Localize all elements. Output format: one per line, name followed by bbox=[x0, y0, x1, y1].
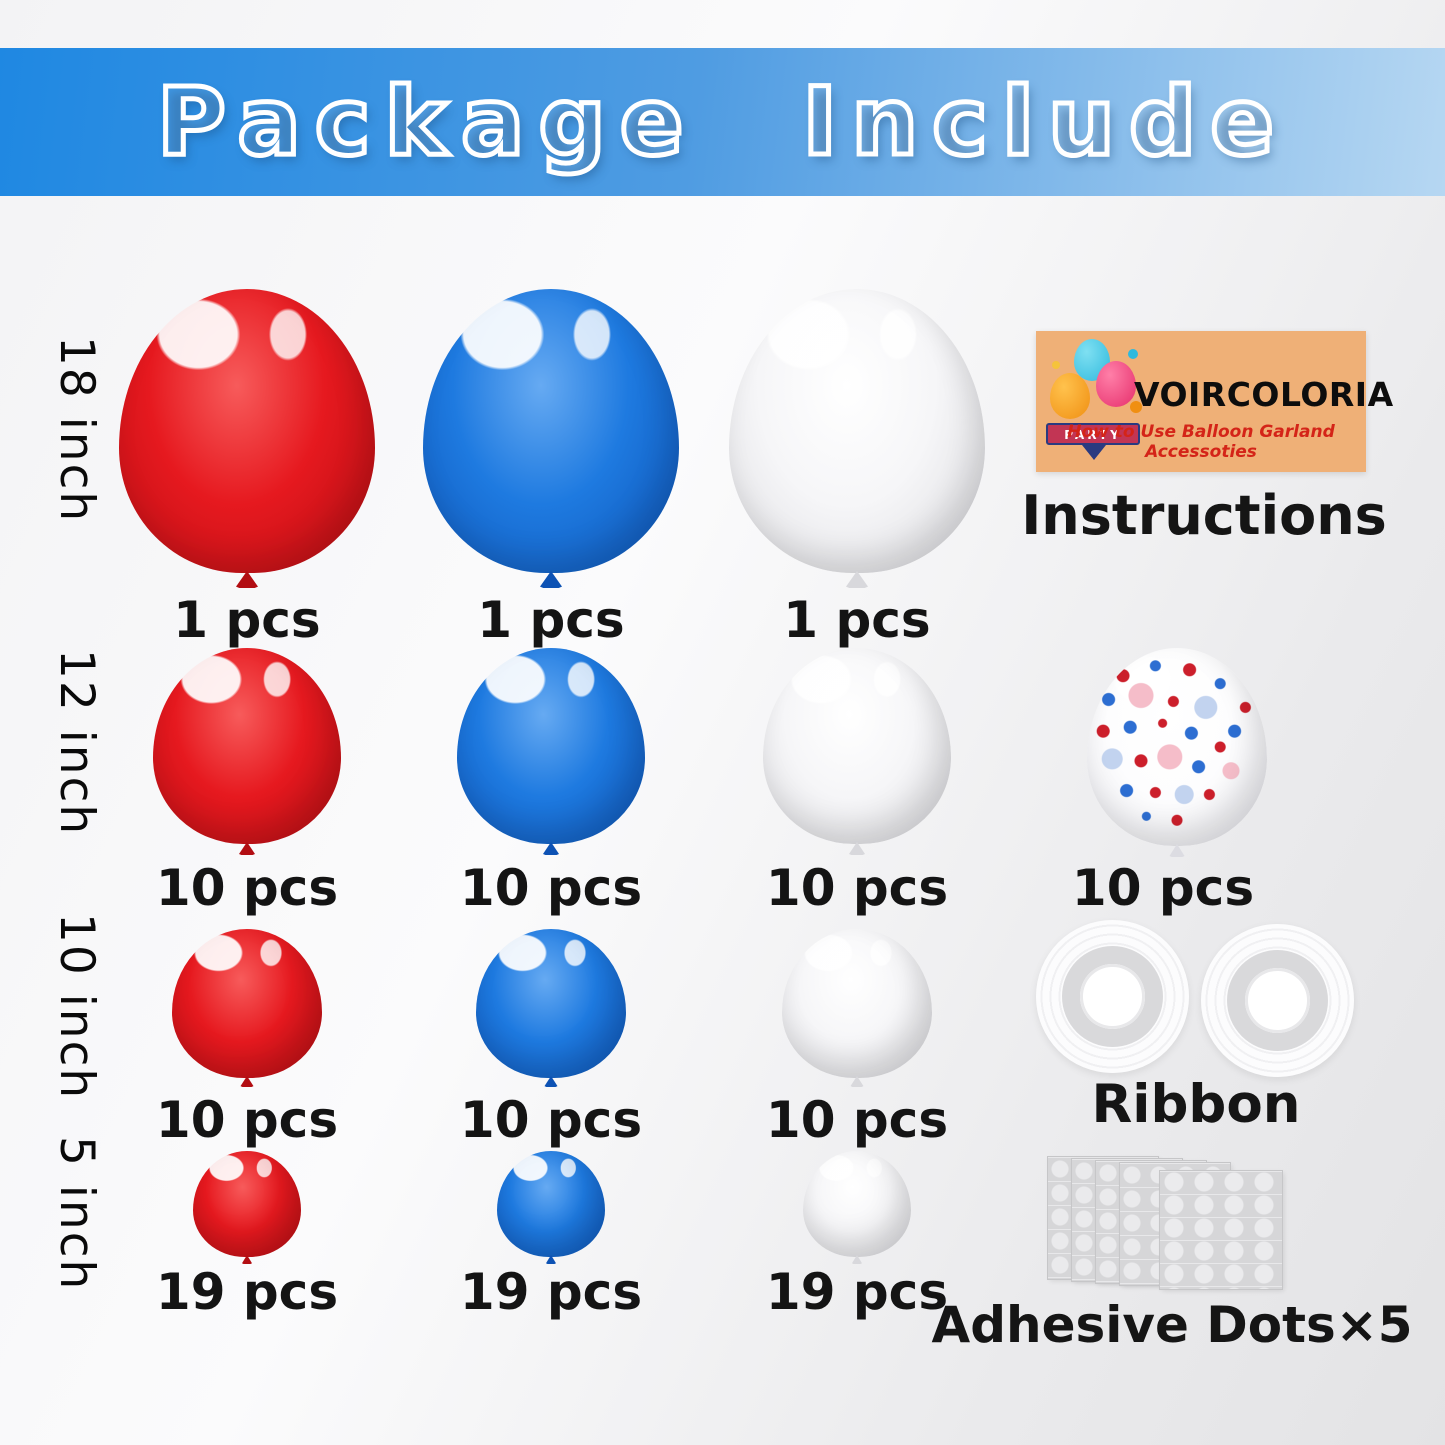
adhesive-dots-sheets bbox=[1048, 1157, 1298, 1297]
count-label: 1 pcs bbox=[477, 591, 625, 649]
size-label-10-inch: 10 inch bbox=[49, 913, 104, 1101]
size-label-12-inch: 12 inch bbox=[49, 649, 104, 837]
count-label: 10 pcs bbox=[765, 1091, 949, 1149]
logo-dot-icon bbox=[1052, 361, 1060, 369]
count-label: 10 pcs bbox=[765, 859, 949, 917]
balloon-18inch-white bbox=[729, 289, 985, 573]
party-badge: PARTY bbox=[1046, 423, 1140, 445]
count-label: 1 pcs bbox=[173, 591, 321, 649]
size-label-18-inch: 18 inch bbox=[49, 336, 104, 524]
size-label-5-inch: 5 inch bbox=[49, 1136, 104, 1292]
balloon-10inch-white bbox=[782, 929, 932, 1078]
logo-balloon-orange-icon bbox=[1050, 373, 1090, 419]
logo-dot-icon bbox=[1128, 349, 1138, 359]
ribbon-caption: Ribbon bbox=[1091, 1074, 1301, 1135]
adhesive-sheet-icon bbox=[1160, 1171, 1282, 1289]
instructions-card: PARTY VOIRCOLORIA How to Use Balloon Gar… bbox=[1036, 331, 1394, 472]
balloon-10inch-blue bbox=[476, 929, 626, 1078]
balloon-10inch-red bbox=[172, 929, 322, 1078]
instructions-caption: Instructions bbox=[1021, 484, 1387, 547]
count-label: 19 pcs bbox=[459, 1263, 643, 1321]
count-label: 10 pcs bbox=[155, 1091, 339, 1149]
brand-tagline: How to Use Balloon Garland Accessoties bbox=[1067, 422, 1335, 462]
balloon-12inch-confetti bbox=[1087, 648, 1267, 846]
adhesive-dots-caption: Adhesive Dots×5 bbox=[931, 1296, 1413, 1354]
count-label: 10 pcs bbox=[1071, 859, 1255, 917]
balloon-5inch-blue bbox=[497, 1151, 605, 1257]
balloon-18inch-blue bbox=[423, 289, 679, 573]
logo-dot-icon bbox=[1130, 401, 1142, 413]
balloon-5inch-white bbox=[803, 1151, 911, 1257]
count-label: 19 pcs bbox=[155, 1263, 339, 1321]
count-label: 10 pcs bbox=[459, 1091, 643, 1149]
balloon-12inch-red bbox=[153, 648, 341, 844]
count-label: 19 pcs bbox=[765, 1263, 949, 1321]
balloon-12inch-white bbox=[763, 648, 951, 844]
header-banner: Package Include bbox=[0, 48, 1445, 196]
count-label: 10 pcs bbox=[459, 859, 643, 917]
logo-balloon-pink-icon bbox=[1096, 361, 1136, 407]
balloon-12inch-blue bbox=[457, 648, 645, 844]
balloon-5inch-red bbox=[193, 1151, 301, 1257]
count-label: 1 pcs bbox=[783, 591, 931, 649]
count-label: 10 pcs bbox=[155, 859, 339, 917]
ribbon-roll-icon bbox=[1201, 924, 1354, 1077]
page-title: Package Include bbox=[154, 65, 1289, 179]
brand-name: VOIRCOLORIA bbox=[1134, 375, 1394, 414]
ribbon-roll-icon bbox=[1036, 920, 1189, 1073]
brand-logo: PARTY bbox=[1046, 339, 1142, 465]
balloon-18inch-red bbox=[119, 289, 375, 573]
